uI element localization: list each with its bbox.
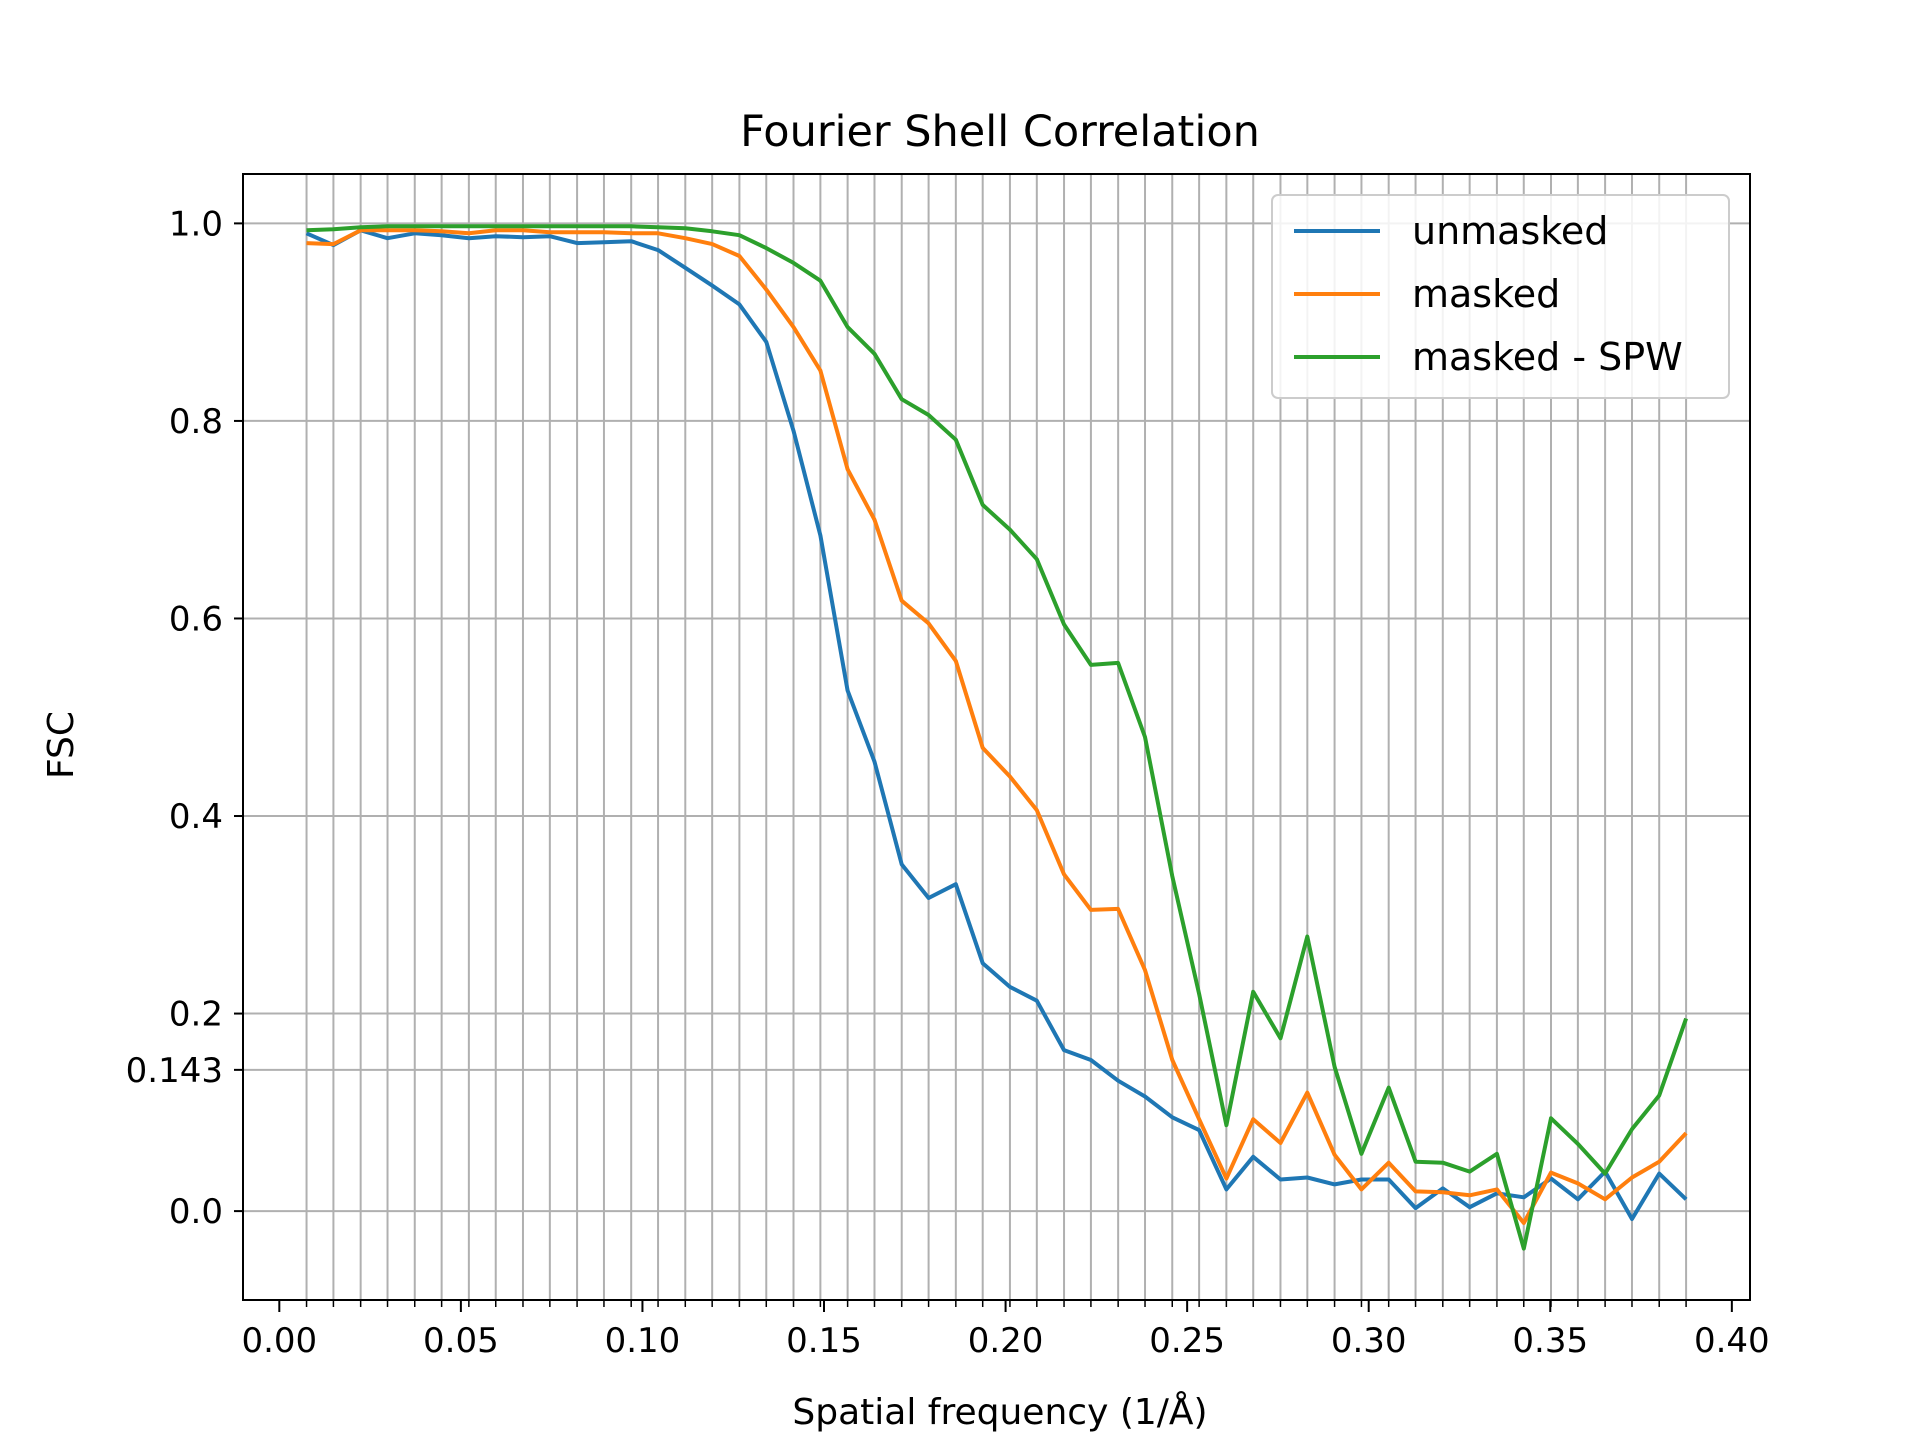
- y-tick-label: 1.0: [169, 204, 223, 244]
- series-line-unmasked: [305, 228, 1688, 1221]
- x-tick-label: 0.25: [1149, 1321, 1225, 1361]
- y-tick-label: 0.4: [169, 797, 223, 837]
- plot-frame: [242, 173, 1751, 1301]
- grid-lines: [243, 174, 1750, 1300]
- series-line-masked-spw: [306, 224, 1688, 1251]
- series-line-masked: [306, 228, 1688, 1225]
- y-tick-label: 0.0: [169, 1192, 223, 1232]
- legend-box: [1271, 194, 1730, 399]
- series-lines: [305, 224, 1688, 1251]
- x-tick-label: 0.15: [786, 1321, 862, 1361]
- y-tick-label: 0.143: [126, 1051, 223, 1091]
- x-tick-label: 0.10: [605, 1321, 681, 1361]
- y-tick-label: 0.8: [169, 402, 223, 442]
- axis-ticks: 0.0 0.143 0.2 0.4 0.6 0.8 1.0 0.00 0.05 0.10 0.15 0…: [126, 204, 1770, 1361]
- legend: unmasked masked masked - SPW: [1271, 194, 1730, 399]
- y-tick-label: 0.6: [169, 599, 223, 639]
- y-axis-label: FSC: [41, 711, 82, 779]
- x-tick-label: 0.40: [1694, 1321, 1770, 1361]
- x-tick-label: 0.30: [1331, 1321, 1407, 1361]
- legend-label: masked - SPW: [1412, 335, 1683, 379]
- x-axis-label: Spatial frequency (1/Å): [792, 1390, 1207, 1433]
- x-tick-label: 0.35: [1512, 1321, 1588, 1361]
- x-tick-label: 0.00: [241, 1321, 317, 1361]
- legend-label: masked: [1412, 272, 1560, 316]
- chart-title: Fourier Shell Correlation: [740, 107, 1260, 157]
- x-tick-label: 0.20: [968, 1321, 1044, 1361]
- legend-label: unmasked: [1412, 209, 1608, 253]
- x-tick-label: 0.05: [423, 1321, 499, 1361]
- y-tick-label: 0.2: [169, 995, 223, 1035]
